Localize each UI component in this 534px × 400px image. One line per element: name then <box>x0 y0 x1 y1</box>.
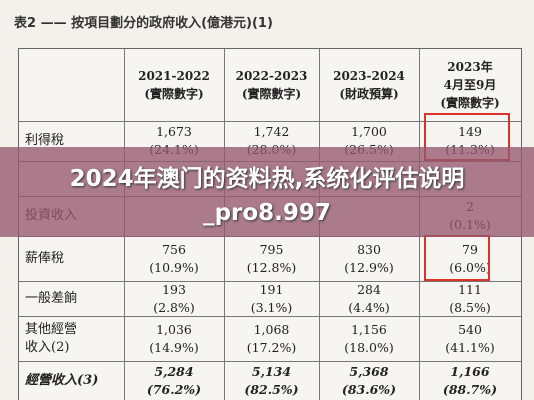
row-line <box>19 281 521 282</box>
cell-value: 756 (10.9%) <box>149 241 199 275</box>
column-header: 2023-2024 (財政預算) <box>333 69 405 101</box>
cell-value: 1,036 (14.9%) <box>149 321 199 355</box>
row-label: 經營收入(3) <box>25 373 99 388</box>
cell-value: 1,068 (17.2%) <box>246 321 297 355</box>
cell-value: 1,156 (18.0%) <box>344 321 394 355</box>
cell-value: 830 (12.9%) <box>344 241 394 275</box>
cell-value: 111 (8.5%) <box>449 281 491 315</box>
cell-value: 79 (6.0%) <box>449 241 491 275</box>
banner <box>0 147 534 237</box>
cell-value: 284 (4.4%) <box>348 281 390 315</box>
row-line <box>19 361 521 362</box>
column-header: 2021-2022 (實際數字) <box>138 69 210 101</box>
row-line <box>19 316 521 317</box>
table-title: 表2 —— 按項目劃分的政府收入(億港元)(1) <box>14 16 273 31</box>
row-line <box>19 121 521 122</box>
column-header: 2022-2023 (實際數字) <box>235 69 308 101</box>
banner-text: 2024年澳门的资料热,系统化评估说明_pro8.997 <box>69 166 465 226</box>
cell-value: 191 (3.1%) <box>250 281 293 315</box>
row-label: 薪俸稅 <box>25 250 65 266</box>
row-label: 一般差餉 <box>25 290 78 306</box>
cell-value: 5,134 (82.5%) <box>244 364 299 397</box>
row-label: 其他經營 收入(2) <box>25 321 78 355</box>
row-label: 利得稅 <box>25 133 65 148</box>
cell-value: 5,284 (76.2%) <box>146 364 202 397</box>
highlight-box <box>424 235 490 281</box>
cell-value: 795 (12.8%) <box>246 241 297 275</box>
cell-value: 540 (41.1%) <box>445 321 495 355</box>
cell-value: 5,368 (83.6%) <box>341 364 397 397</box>
cell-value: 1,166 (88.7%) <box>442 364 498 397</box>
column-header: 2023年 4月至9月 (實際數字) <box>440 60 500 110</box>
cell-value: 193 (2.8%) <box>153 281 195 315</box>
